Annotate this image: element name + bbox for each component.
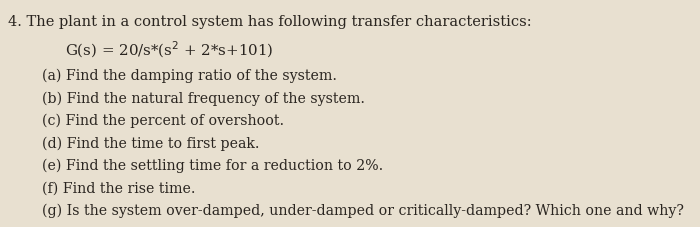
Text: (a) Find the damping ratio of the system.: (a) Find the damping ratio of the system… <box>42 69 337 83</box>
Text: (b) Find the natural frequency of the system.: (b) Find the natural frequency of the sy… <box>42 91 365 106</box>
Text: (e) Find the settling time for a reduction to 2%.: (e) Find the settling time for a reducti… <box>42 159 384 173</box>
Text: (f) Find the rise time.: (f) Find the rise time. <box>42 182 195 195</box>
Text: (c) Find the percent of overshoot.: (c) Find the percent of overshoot. <box>42 114 284 128</box>
Text: 4. The plant in a control system has following transfer characteristics:: 4. The plant in a control system has fol… <box>8 15 531 29</box>
Text: G(s) = 20/s*(s$^{2}$ + 2*s+101): G(s) = 20/s*(s$^{2}$ + 2*s+101) <box>65 40 273 60</box>
Text: (d) Find the time to first peak.: (d) Find the time to first peak. <box>42 136 260 151</box>
Text: (g) Is the system over-damped, under-damped or critically-damped? Which one and : (g) Is the system over-damped, under-dam… <box>42 204 684 218</box>
